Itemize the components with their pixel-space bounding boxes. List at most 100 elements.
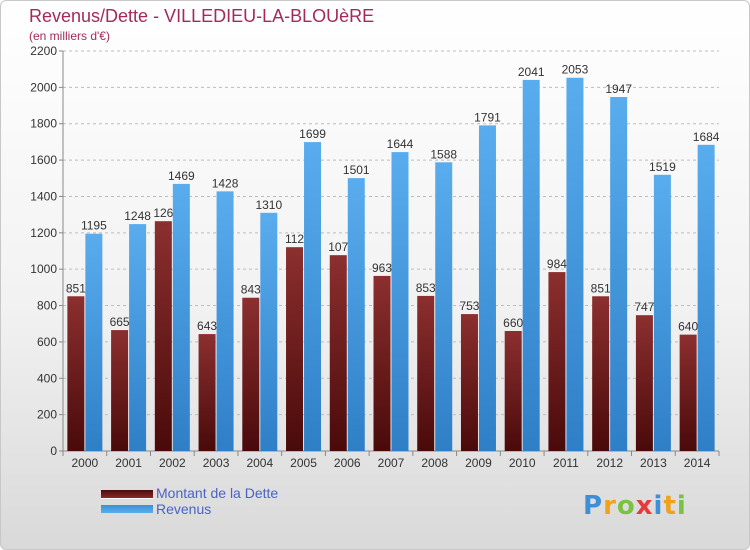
data-label-revenue-2002: 1469 bbox=[168, 169, 195, 183]
data-label-revenue-2007: 1644 bbox=[387, 137, 414, 151]
bar-revenue-2006 bbox=[347, 178, 365, 451]
bar-debt-2010 bbox=[504, 331, 522, 451]
data-label-revenue-2013: 1519 bbox=[649, 160, 676, 174]
bar-debt-2003 bbox=[198, 334, 216, 451]
bar-debt-2000 bbox=[67, 296, 85, 451]
x-tick-label: 2010 bbox=[509, 456, 536, 470]
bar-revenue-2012 bbox=[610, 97, 628, 451]
data-label-debt-2012: 851 bbox=[591, 281, 611, 295]
legend-label-revenue: Revenus bbox=[156, 501, 212, 517]
bar-debt-2012 bbox=[592, 296, 610, 451]
bar-revenue-2005 bbox=[304, 142, 322, 451]
legend-label-debt: Montant de la Dette bbox=[156, 485, 279, 501]
y-tick-label: 0 bbox=[50, 444, 57, 458]
logo-letter: P bbox=[583, 491, 604, 521]
data-label-revenue-2008: 1588 bbox=[430, 147, 457, 161]
y-tick-label: 800 bbox=[37, 299, 57, 313]
bar-revenue-2003 bbox=[216, 191, 234, 451]
y-tick-label: 1600 bbox=[30, 153, 57, 167]
x-tick-label: 2012 bbox=[596, 456, 623, 470]
x-tick-label: 2000 bbox=[72, 456, 99, 470]
y-tick-label: 400 bbox=[37, 371, 57, 385]
bar-debt-2002 bbox=[154, 221, 172, 451]
data-label-revenue-2004: 1310 bbox=[255, 198, 282, 212]
data-label-revenue-2000: 1195 bbox=[81, 219, 107, 233]
bar-revenue-2013 bbox=[653, 174, 671, 451]
legend-swatch-revenue bbox=[101, 505, 153, 513]
y-tick-label: 2000 bbox=[30, 80, 57, 94]
y-tick-label: 1000 bbox=[30, 262, 57, 276]
bar-revenue-2010 bbox=[522, 79, 540, 451]
bar-debt-2005 bbox=[286, 247, 304, 451]
data-label-debt-2008: 853 bbox=[416, 281, 436, 295]
data-label-debt-2014: 640 bbox=[678, 320, 698, 334]
logo-letter: o bbox=[616, 491, 636, 521]
data-label-debt-2011: 984 bbox=[547, 257, 567, 271]
x-tick-label: 2014 bbox=[684, 456, 711, 470]
logo-letter: x bbox=[635, 491, 654, 521]
data-label-revenue-2005: 1699 bbox=[299, 127, 326, 141]
data-label-debt-2009: 753 bbox=[459, 299, 479, 313]
x-tick-label: 2004 bbox=[246, 456, 273, 470]
x-tick-label: 2005 bbox=[290, 456, 317, 470]
data-label-revenue-2012: 1947 bbox=[605, 82, 632, 96]
data-label-debt-2013: 747 bbox=[634, 300, 654, 314]
x-tick-label: 2013 bbox=[640, 456, 667, 470]
bar-revenue-2009 bbox=[478, 125, 496, 451]
logo-letter: t bbox=[663, 491, 677, 521]
logo-letter: i bbox=[676, 491, 687, 521]
x-tick-label: 2009 bbox=[465, 456, 492, 470]
y-tick-label: 1200 bbox=[30, 226, 57, 240]
bar-revenue-2004 bbox=[260, 212, 278, 451]
x-tick-label: 2007 bbox=[378, 456, 405, 470]
bar-revenue-2008 bbox=[435, 162, 453, 452]
x-tick-label: 2002 bbox=[159, 456, 186, 470]
x-tick-label: 2011 bbox=[553, 456, 579, 470]
data-label-revenue-2011: 2053 bbox=[562, 63, 589, 77]
y-tick-label: 1800 bbox=[30, 117, 57, 131]
legend-swatch-debt bbox=[101, 490, 153, 499]
y-tick-label: 2200 bbox=[30, 44, 57, 58]
bar-debt-2013 bbox=[635, 315, 653, 451]
data-label-debt-2004: 843 bbox=[241, 283, 261, 297]
chart-subtitle: (en milliers d'€) bbox=[29, 29, 110, 43]
bar-debt-2009 bbox=[460, 314, 478, 451]
data-label-revenue-2001: 1248 bbox=[124, 209, 151, 223]
data-label-debt-2007: 963 bbox=[372, 261, 392, 275]
data-label-debt-2005: 112 bbox=[285, 232, 304, 246]
bar-debt-2008 bbox=[417, 295, 435, 451]
x-tick-label: 2008 bbox=[421, 456, 448, 470]
logo-letter: i bbox=[653, 491, 664, 521]
x-tick-label: 2003 bbox=[203, 456, 230, 470]
y-tick-label: 1400 bbox=[30, 189, 57, 203]
x-tick-label: 2001 bbox=[115, 456, 142, 470]
bar-revenue-2002 bbox=[172, 183, 190, 451]
data-label-debt-2000: 851 bbox=[66, 281, 86, 295]
data-label-revenue-2010: 2041 bbox=[518, 65, 545, 79]
bar-debt-2014 bbox=[679, 334, 697, 451]
proxiti-logo: Proxiti bbox=[583, 491, 687, 521]
x-tick-label: 2006 bbox=[334, 456, 361, 470]
data-label-debt-2001: 665 bbox=[110, 315, 130, 329]
chart-title: Revenus/Dette - VILLEDIEU-LA-BLOUèRE bbox=[29, 6, 375, 26]
y-tick-label: 600 bbox=[37, 335, 57, 349]
data-label-revenue-2006: 1501 bbox=[343, 163, 370, 177]
bar-debt-2006 bbox=[329, 255, 347, 451]
bar-revenue-2000 bbox=[85, 233, 103, 451]
data-label-debt-2003: 643 bbox=[197, 319, 217, 333]
data-label-debt-2010: 660 bbox=[503, 316, 523, 330]
bar-debt-2001 bbox=[111, 330, 129, 451]
logo-letter: r bbox=[603, 491, 617, 521]
bar-revenue-2011 bbox=[566, 77, 584, 452]
data-label-revenue-2003: 1428 bbox=[212, 176, 239, 190]
bar-revenue-2001 bbox=[129, 224, 147, 451]
bar-debt-2007 bbox=[373, 275, 391, 451]
data-label-debt-2006: 107 bbox=[328, 240, 348, 254]
bar-revenue-2007 bbox=[391, 152, 409, 451]
data-label-revenue-2014: 1684 bbox=[693, 130, 720, 144]
bar-revenue-2014 bbox=[697, 144, 715, 451]
data-label-revenue-2009: 1791 bbox=[474, 110, 501, 124]
bar-debt-2011 bbox=[548, 272, 566, 451]
